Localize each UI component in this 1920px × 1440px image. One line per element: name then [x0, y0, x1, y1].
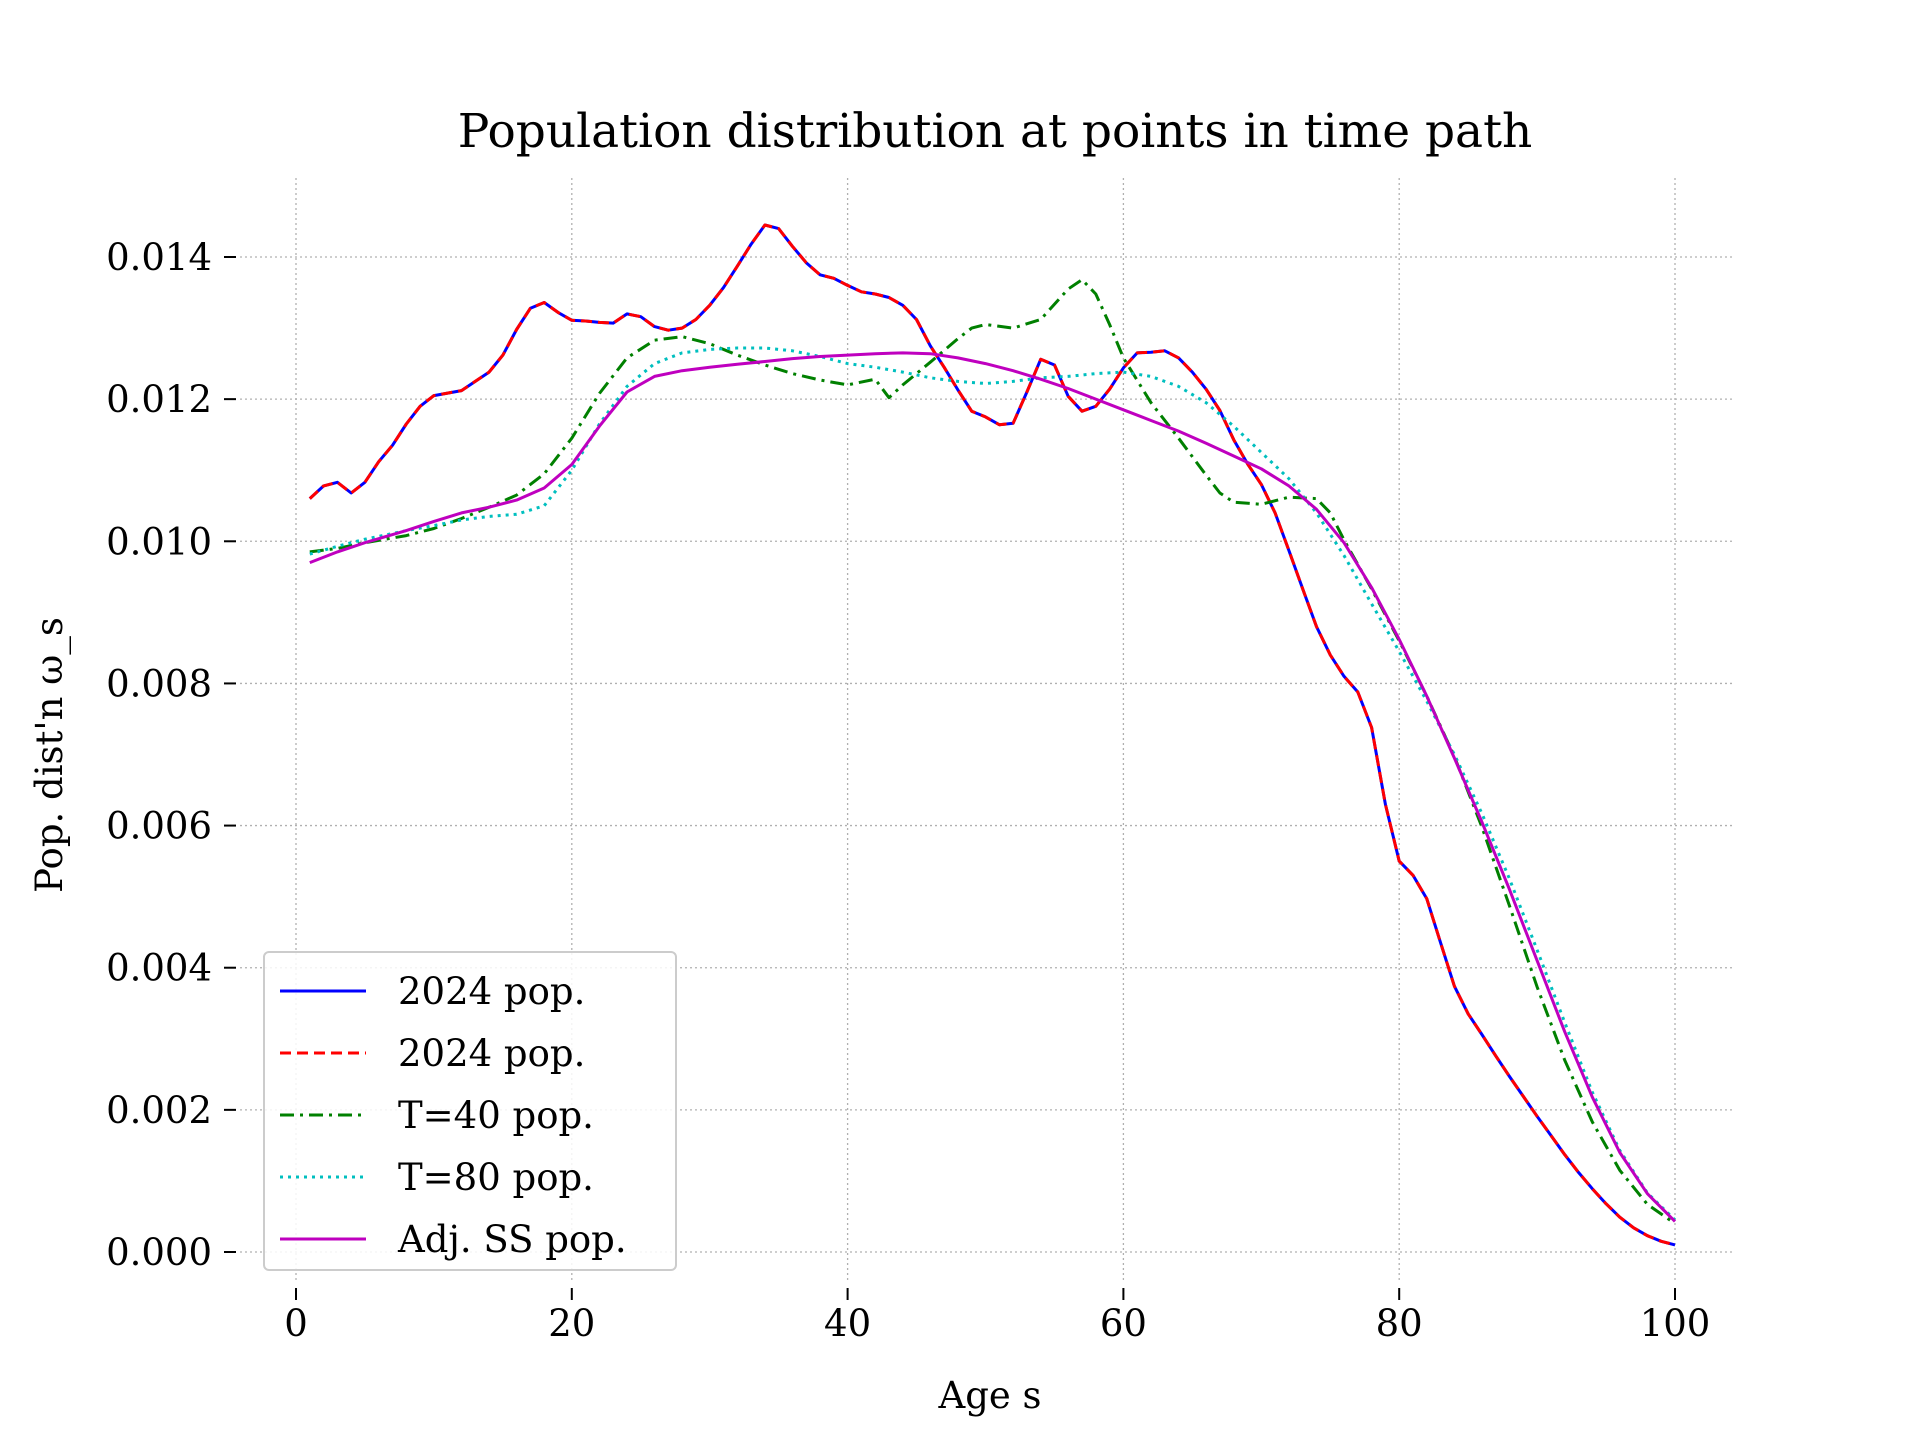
legend-label-1: 2024 pop.	[398, 970, 585, 1013]
y-tick-label: 0.008	[106, 662, 212, 705]
x-tick-label: 0	[284, 1302, 308, 1345]
legend: 2024 pop. 2024 pop. T=40 pop. T=80 pop. Adj.…	[263, 951, 677, 1271]
y-axis-label: Pop. dist'n ω_s	[28, 617, 72, 893]
x-tick-label: 40	[824, 1302, 871, 1345]
x-tick-label: 100	[1640, 1302, 1711, 1345]
legend-label-2: 2024 pop.	[398, 1032, 585, 1075]
y-tick-label: 0.014	[106, 236, 212, 279]
legend-label-3: T=40 pop.	[398, 1094, 594, 1137]
series-line-2	[308, 223, 1676, 1247]
axes-layer: 0 20 40 60 80 100 0.000 0.002 0.004 0.006 0.008 0.0…	[106, 236, 1710, 1345]
x-axis-label: Age s	[937, 1374, 1041, 1417]
legend-label-5: Adj. SS pop.	[397, 1218, 627, 1261]
series-line-5	[309, 351, 1677, 1223]
y-tick-label: 0.006	[106, 805, 212, 848]
legend-label-4: T=80 pop.	[398, 1156, 594, 1199]
y-tick-label: 0.010	[106, 520, 212, 563]
y-tick-label: 0.000	[106, 1231, 212, 1274]
legend-frame	[263, 951, 677, 1271]
x-tick-label: 60	[1100, 1302, 1147, 1345]
chart-title: Population distribution at points in tim…	[458, 104, 1532, 159]
x-tick-label: 20	[548, 1302, 595, 1345]
series-layer	[308, 223, 1677, 1247]
y-tick-label: 0.004	[106, 947, 212, 990]
y-tick-label: 0.002	[106, 1089, 212, 1132]
y-tick-label: 0.012	[106, 378, 212, 421]
x-tick-label: 80	[1376, 1302, 1423, 1345]
